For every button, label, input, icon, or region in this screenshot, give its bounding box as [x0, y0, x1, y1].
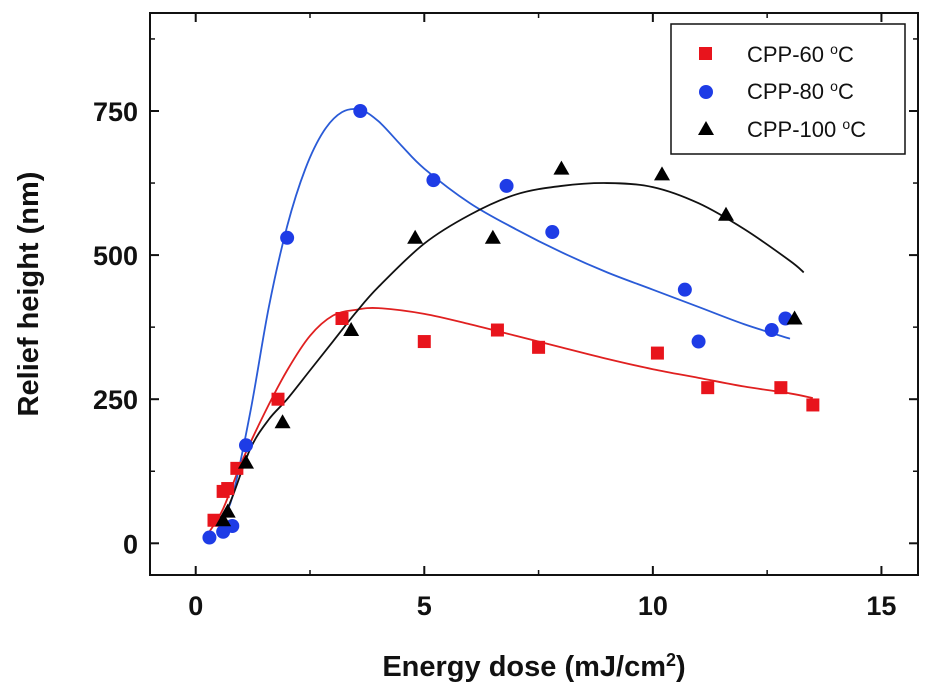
y-axis-title: Relief height (nm): [13, 172, 45, 417]
point-cpp100: [654, 166, 670, 181]
legend: CPP-60 oC CPP-80 oC CPP-100 oC: [670, 23, 906, 155]
y-tick-label: 250: [93, 385, 138, 415]
legend-label-cpp80-sup: o: [830, 78, 838, 94]
legend-label-cpp80-main: CPP-80: [747, 79, 830, 104]
point-cpp100: [407, 229, 424, 244]
legend-label-cpp60: CPP-60 oC: [747, 41, 854, 67]
fit-line-cpp80: [217, 108, 791, 527]
legend-label-cpp100-main: CPP-100: [747, 117, 842, 142]
fit-line-cpp100: [217, 182, 805, 530]
point-cpp60: [490, 323, 504, 337]
legend-label-cpp100-end: C: [850, 117, 866, 142]
point-cpp100: [238, 454, 254, 469]
point-cpp60: [221, 482, 235, 496]
x-tick-label: 10: [638, 591, 668, 621]
x-axis-title-main: Energy dose (mJ/cm: [382, 651, 666, 683]
x-tick-label: 15: [866, 591, 896, 621]
legend-label-cpp60-end: C: [838, 42, 854, 67]
data-points: [202, 103, 820, 545]
point-cpp100: [219, 503, 236, 518]
legend-label-cpp60-main: CPP-60: [747, 42, 830, 67]
point-cpp100: [274, 414, 291, 429]
point-cpp100: [343, 322, 360, 337]
fit-line-cpp60: [208, 307, 814, 533]
point-cpp60: [806, 398, 820, 412]
point-cpp60: [774, 381, 788, 395]
x-axis-title-end: ): [676, 651, 686, 683]
point-cpp100: [215, 512, 232, 527]
x-axis-title: Energy dose (mJ/cm2): [382, 650, 685, 683]
point-cpp60: [650, 346, 664, 360]
point-cpp100: [786, 310, 803, 325]
legend-marker-cpp100: [698, 121, 714, 135]
point-cpp80: [280, 230, 295, 245]
fit-lines: [208, 108, 814, 533]
point-cpp80: [426, 173, 441, 188]
x-tick-label: 0: [188, 591, 203, 621]
y-tick-label: 750: [93, 97, 138, 127]
legend-label-cpp100-sup: o: [842, 116, 850, 132]
point-cpp60: [417, 335, 431, 349]
x-tick-label: 5: [417, 591, 432, 621]
point-cpp80: [239, 438, 253, 453]
y-tick-label: 0: [123, 529, 138, 559]
point-cpp80: [764, 323, 779, 338]
point-cpp100: [553, 160, 570, 175]
point-cpp80: [545, 225, 560, 240]
point-cpp80: [691, 334, 706, 349]
tick-labels: 0 5 10 15 0 250 500 750: [93, 97, 897, 621]
point-cpp80: [677, 282, 692, 297]
point-cpp60: [701, 381, 715, 395]
legend-marker-cpp60: [699, 47, 712, 60]
point-cpp80: [499, 178, 514, 193]
legend-marker-cpp80: [699, 85, 713, 99]
y-tick-label: 500: [93, 241, 138, 271]
legend-label-cpp80-end: C: [838, 79, 854, 104]
point-cpp100: [484, 229, 501, 244]
axis-ticks: [150, 13, 918, 575]
point-cpp60: [532, 340, 546, 354]
point-cpp60: [271, 392, 285, 406]
plot-frame: [149, 12, 919, 576]
point-cpp60: [335, 311, 349, 325]
legend-label-cpp100: CPP-100 oC: [747, 116, 866, 142]
point-cpp80: [353, 103, 368, 118]
point-cpp80: [202, 530, 217, 545]
legend-label-cpp60-sup: o: [830, 41, 838, 57]
x-axis-title-sup: 2: [666, 650, 676, 670]
point-cpp100: [718, 206, 734, 221]
legend-label-cpp80: CPP-80 oC: [747, 78, 854, 104]
